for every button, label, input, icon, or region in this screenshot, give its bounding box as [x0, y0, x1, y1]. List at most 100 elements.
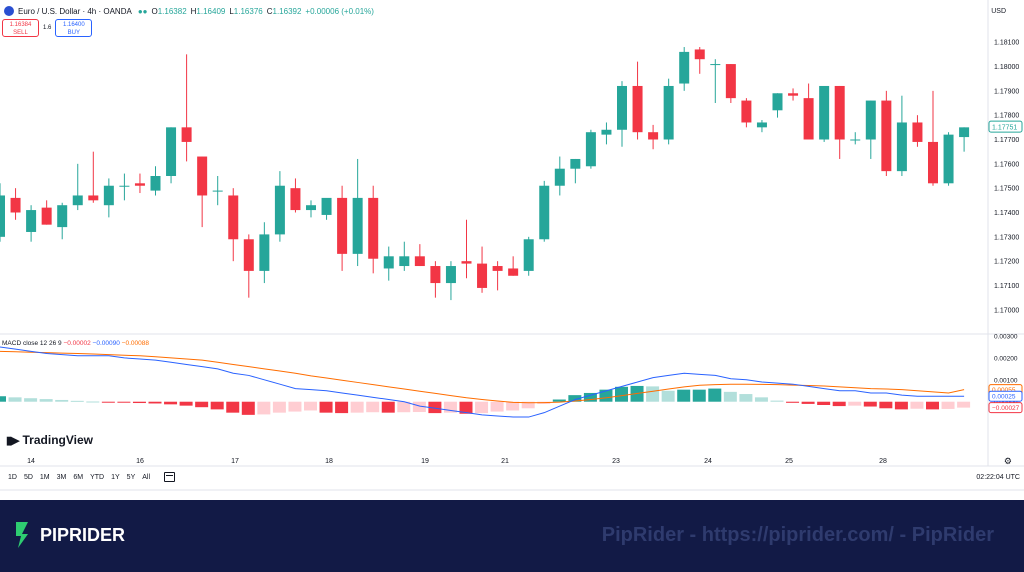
- macd-hist-bar: [117, 401, 131, 403]
- macd-hist-bar: [8, 397, 22, 402]
- candle-body: [570, 158, 581, 169]
- price-tick-label: 1.17200: [994, 259, 1019, 266]
- macd-hist-bar: [770, 400, 784, 402]
- candle-body: [150, 176, 161, 191]
- timeframe-1d[interactable]: 1D: [8, 474, 17, 481]
- time-tick-label: 16: [136, 458, 144, 465]
- symbol-title[interactable]: Euro / U.S. Dollar · 4h · OANDA: [18, 6, 132, 16]
- macd-hist-bar: [350, 401, 364, 413]
- timeframe-all[interactable]: All: [142, 474, 151, 481]
- macd-hist-bar: [723, 391, 737, 402]
- candle-body: [741, 100, 752, 123]
- time-tick-label: 21: [501, 458, 509, 465]
- macd-hist-bar: [366, 401, 380, 413]
- candle-body: [850, 139, 861, 141]
- tradingview-logo[interactable]: ▮▶ TradingView: [6, 433, 93, 447]
- macd-hist-bar: [459, 401, 473, 414]
- candle-body: [430, 266, 441, 284]
- macd-hist-bar: [599, 389, 613, 402]
- timeframe-6m[interactable]: 6M: [73, 474, 84, 481]
- macd-hist-bar: [381, 401, 395, 413]
- candle-body: [943, 134, 954, 184]
- last-price-label: 1.17751: [992, 125, 1017, 132]
- candle-body: [710, 64, 721, 66]
- candle-body: [103, 185, 114, 206]
- macd-hist-bar: [583, 392, 597, 402]
- macd-hist-bar: [910, 401, 924, 409]
- chart-area[interactable]: 1.18100 1.18000 1.17900 1.17800 1.17700 1.176…: [0, 0, 1024, 500]
- macd-legend-label: MACD close 12 26 9: [2, 340, 62, 347]
- macd-hist-bar: [506, 401, 520, 411]
- price-tick-label: 1.17400: [994, 210, 1019, 217]
- piprider-logo: PIPRIDER: [14, 520, 125, 550]
- macd-hist-bar: [848, 401, 862, 406]
- macd-hist-bar: [894, 401, 908, 410]
- candle-body: [539, 185, 550, 240]
- candle-body: [414, 256, 425, 267]
- macd-hist-bar: [692, 389, 706, 402]
- date-range-calendar-icon[interactable]: [164, 472, 175, 482]
- macd-hist-bar: [0, 396, 6, 402]
- macd-hist-bar: [475, 401, 489, 414]
- macd-hist-bar: [24, 398, 38, 402]
- macd-line: [0, 346, 965, 418]
- sell-button[interactable]: 1.16384 SELL: [2, 19, 39, 37]
- sell-price: 1.16384: [9, 22, 32, 28]
- price-tick-label: 1.17500: [994, 186, 1019, 193]
- candle-body: [57, 205, 68, 228]
- currency-flag-icon: [4, 6, 14, 16]
- timeframe-1m[interactable]: 1M: [39, 474, 50, 481]
- tradingview-wordmark: TradingView: [22, 433, 93, 447]
- candle-body: [912, 122, 923, 142]
- settings-gear-icon[interactable]: ⚙: [1003, 456, 1012, 466]
- price-chart[interactable]: 1.18100 1.18000 1.17900 1.17800 1.17700 1.176…: [0, 0, 1024, 500]
- macd-tick-label: 0.00100: [994, 377, 1018, 384]
- buy-price: 1.16400: [62, 22, 85, 28]
- macd-hist-bar: [428, 401, 442, 414]
- candle-body: [72, 195, 83, 206]
- macd-hist-bar: [397, 401, 411, 413]
- buy-button[interactable]: 1.16400 BUY: [55, 19, 93, 37]
- symbol-header: Euro / U.S. Dollar · 4h · OANDA ●● O 1.16…: [0, 2, 378, 20]
- candle-body: [585, 132, 596, 167]
- macd-legend[interactable]: MACD close 12 26 9 −0.00002 −0.00090 −0.…: [2, 340, 149, 347]
- macd-hist-bar: [677, 389, 691, 402]
- time-tick-label: 28: [879, 458, 887, 465]
- candle-body: [119, 185, 130, 187]
- ohlc-high-key: H: [190, 6, 197, 16]
- timeframe-ytd[interactable]: YTD: [90, 474, 105, 481]
- macd-hist-bar: [941, 401, 955, 409]
- macd-hist-bar: [319, 401, 333, 413]
- timeframe-5d[interactable]: 5D: [23, 474, 33, 481]
- candle-body: [383, 256, 394, 269]
- candle-body: [477, 263, 488, 288]
- candle-body: [197, 156, 208, 196]
- macd-tick-label: 0.00300: [994, 334, 1018, 341]
- candle-body: [368, 197, 379, 259]
- candle-body: [41, 207, 52, 225]
- macd-hist-bar: [801, 401, 815, 404]
- macd-hist-bar: [490, 401, 504, 412]
- candle-body: [134, 183, 145, 186]
- candle-body: [725, 64, 736, 99]
- macd-hist-bar: [957, 401, 971, 408]
- candle-body: [694, 49, 705, 60]
- candle-body: [321, 197, 332, 215]
- price-tick-label: 1.17900: [994, 88, 1019, 95]
- macd-hist-bar: [552, 399, 566, 402]
- macd-hist-bar: [335, 401, 349, 414]
- macd-hist-bar: [661, 390, 675, 402]
- macd-hist-bar: [148, 401, 162, 404]
- macd-hist-bar: [241, 401, 255, 415]
- currency-selector[interactable]: USD: [991, 8, 1006, 15]
- macd-hist-bar: [132, 401, 146, 404]
- utc-clock[interactable]: 02:22:04 UTC: [976, 474, 1020, 481]
- macd-hist-bar: [226, 401, 240, 413]
- candle-body: [274, 185, 285, 235]
- timeframe-3m[interactable]: 3M: [56, 474, 67, 481]
- candle-body: [461, 261, 472, 264]
- timeframe-5y[interactable]: 5Y: [126, 474, 136, 481]
- timeframe-1y[interactable]: 1Y: [111, 474, 120, 481]
- macd-hist-bar: [39, 399, 53, 402]
- macd-marker-hist-box: [988, 402, 1023, 414]
